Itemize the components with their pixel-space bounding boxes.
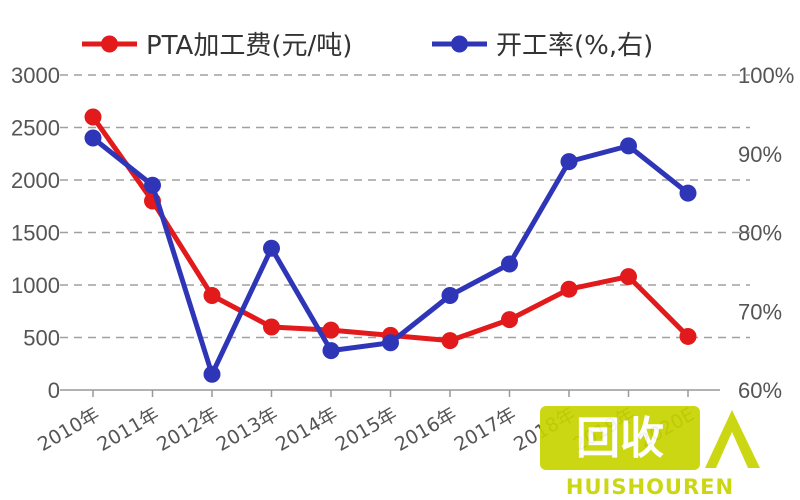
left-tick-label: 1500: [11, 221, 60, 246]
series-1-point: [382, 334, 399, 352]
series-1-point: [322, 342, 340, 360]
legend: PTA加工费(元/吨) 开工率(%,右): [82, 31, 653, 61]
left-axis-ticks: 0 500 1000 1500 2000 2500 3000: [11, 63, 60, 403]
right-tick-label: 60%: [738, 378, 782, 403]
left-tick-label: 3000: [11, 63, 60, 88]
x-tick-label: 2010年: [34, 403, 103, 456]
legend-label-1: 开工率(%,右): [496, 31, 653, 61]
series-1-point: [620, 137, 637, 155]
series-0-point: [322, 321, 340, 339]
series-1-point: [263, 239, 280, 257]
series-1-point: [203, 365, 221, 383]
series-1-point: [84, 129, 102, 147]
left-tick-label: 1000: [11, 273, 60, 298]
x-tick-label: 2013年: [213, 403, 282, 456]
series-1-point: [441, 287, 459, 304]
series-0-point: [441, 332, 459, 350]
series-0-point: [263, 318, 280, 336]
series-0-point: [560, 280, 578, 298]
legend-marker-0: [101, 35, 118, 53]
watermark: 回收 HUISHOUREN: [540, 406, 760, 499]
legend-label-0: PTA加工费(元/吨): [146, 31, 352, 61]
left-tick-label: 2000: [11, 168, 60, 193]
right-tick-label: 90%: [738, 142, 782, 167]
series-0-point: [84, 108, 102, 126]
series-0-point: [679, 327, 697, 345]
series-0-point: [501, 311, 518, 329]
series-layer: [84, 108, 697, 383]
right-tick-label: 80%: [738, 221, 782, 246]
x-tick-label: 2012年: [153, 403, 222, 456]
watermark-mark-icon: [705, 410, 760, 468]
x-tick-label: 2014年: [272, 403, 341, 456]
series-1-point: [501, 255, 518, 273]
series-1-point: [560, 153, 578, 171]
series-0-point: [620, 268, 637, 286]
watermark-badge: [540, 406, 700, 470]
axes: [60, 389, 720, 397]
legend-marker-1: [451, 35, 468, 53]
series-line-0: [90, 114, 691, 344]
right-tick-label: 70%: [738, 299, 782, 324]
left-tick-label: 2500: [11, 116, 60, 141]
series-1-point: [679, 184, 697, 202]
x-tick-label: 2011年: [94, 403, 163, 456]
x-tick-label: 2017年: [451, 403, 520, 456]
left-tick-label: 0: [48, 378, 60, 403]
left-tick-label: 500: [23, 326, 60, 351]
x-tick-label: 2015年: [332, 403, 401, 456]
series-1-point: [144, 176, 161, 194]
x-tick-label: 2016年: [391, 403, 460, 456]
series-0-point: [203, 287, 221, 304]
watermark-brand: HUISHOUREN: [566, 475, 734, 499]
watermark-glyphs: 回收: [576, 413, 664, 464]
right-tick-label: 100%: [738, 63, 794, 88]
right-axis-ticks: 60% 70% 80% 90% 100%: [738, 63, 794, 403]
